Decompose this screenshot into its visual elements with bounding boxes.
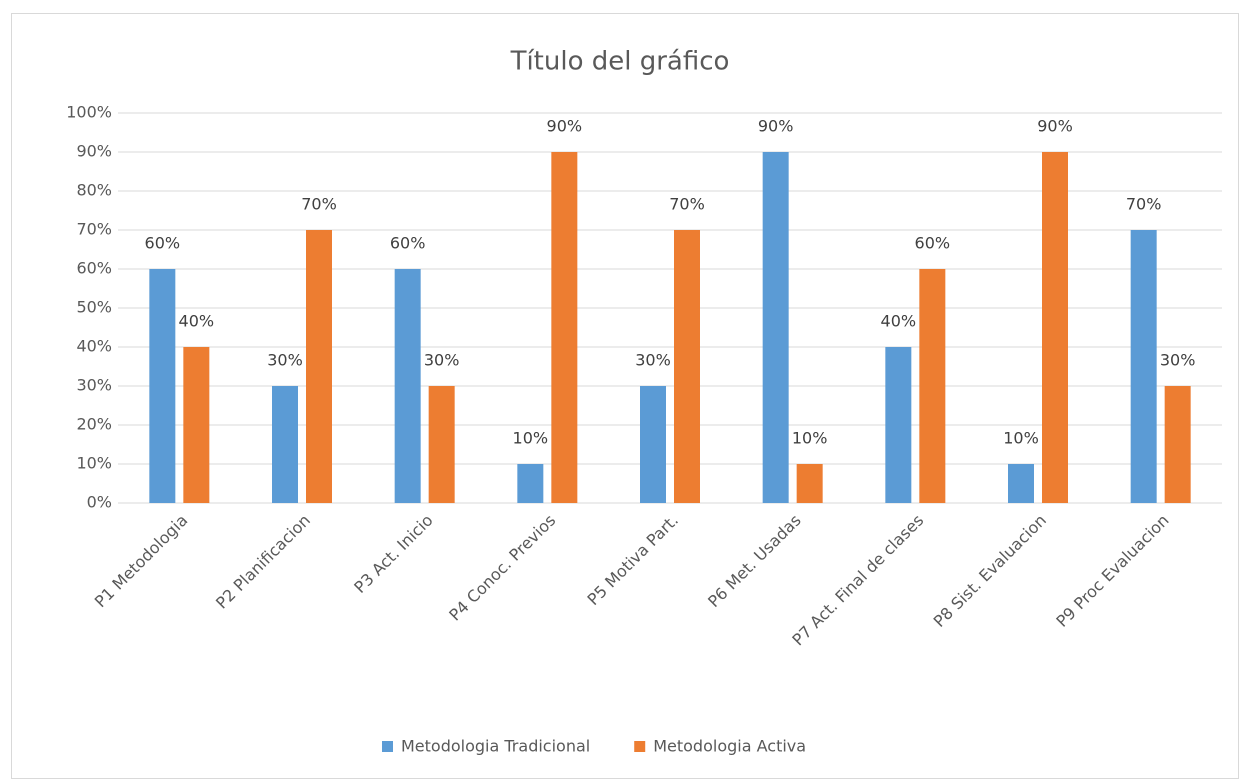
legend-label: Metodologia Tradicional bbox=[401, 737, 590, 756]
data-label: 70% bbox=[301, 195, 337, 214]
bar bbox=[1008, 464, 1034, 503]
bar bbox=[1130, 230, 1157, 503]
y-tick-label: 0% bbox=[87, 493, 112, 512]
data-label: 90% bbox=[758, 117, 794, 136]
bar bbox=[149, 269, 176, 503]
data-label: 30% bbox=[424, 351, 460, 370]
y-tick-label: 80% bbox=[76, 181, 112, 200]
data-label: 90% bbox=[1037, 117, 1073, 136]
bar bbox=[272, 386, 298, 503]
bar bbox=[428, 386, 455, 503]
bar bbox=[394, 269, 421, 503]
y-tick-label: 60% bbox=[76, 259, 112, 278]
data-label: 40% bbox=[881, 312, 917, 331]
legend-label: Metodologia Activa bbox=[653, 737, 806, 756]
chart-frame bbox=[11, 13, 1239, 779]
legend-swatch bbox=[634, 741, 646, 752]
bar bbox=[306, 230, 332, 503]
y-tick-label: 20% bbox=[76, 415, 112, 434]
data-label: 60% bbox=[915, 234, 951, 253]
data-label: 10% bbox=[513, 429, 549, 448]
data-label: 40% bbox=[179, 312, 215, 331]
bar bbox=[1042, 152, 1068, 503]
data-label: 70% bbox=[669, 195, 705, 214]
data-label: 30% bbox=[267, 351, 303, 370]
bar bbox=[517, 464, 544, 503]
bar bbox=[640, 386, 666, 503]
bar bbox=[551, 152, 578, 503]
data-label: 60% bbox=[145, 234, 181, 253]
data-label: 10% bbox=[1003, 429, 1039, 448]
y-tick-label: 90% bbox=[76, 142, 112, 161]
y-tick-label: 100% bbox=[66, 103, 112, 122]
bar bbox=[183, 347, 210, 503]
y-tick-label: 70% bbox=[76, 220, 112, 239]
y-tick-label: 40% bbox=[76, 337, 112, 356]
bar bbox=[674, 230, 700, 503]
data-label: 30% bbox=[635, 351, 671, 370]
y-tick-label: 30% bbox=[76, 376, 112, 395]
data-label: 10% bbox=[792, 429, 828, 448]
data-label: 90% bbox=[547, 117, 583, 136]
bar bbox=[762, 152, 789, 503]
bar bbox=[885, 347, 912, 503]
data-label: 30% bbox=[1160, 351, 1196, 370]
data-label: 60% bbox=[390, 234, 426, 253]
y-tick-label: 10% bbox=[76, 454, 112, 473]
bar bbox=[796, 464, 823, 503]
chart-title: Título del gráfico bbox=[510, 47, 730, 77]
legend-swatch bbox=[382, 741, 393, 752]
data-label: 70% bbox=[1126, 195, 1162, 214]
y-tick-label: 50% bbox=[76, 298, 112, 317]
bar bbox=[1164, 386, 1191, 503]
bar bbox=[919, 269, 946, 503]
